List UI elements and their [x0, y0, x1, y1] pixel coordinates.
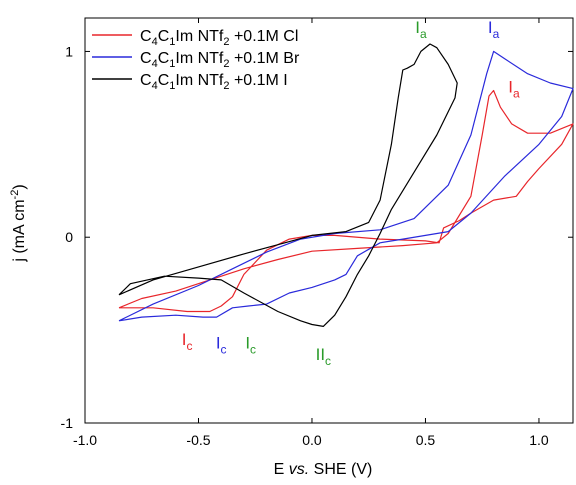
peak-label: Ic [182, 330, 193, 353]
peak-label: Ia [508, 77, 520, 100]
series-line-i [118, 43, 458, 327]
peak-label: Ia [415, 18, 427, 41]
x-tick-label: 1.0 [529, 432, 549, 448]
peak-label: Ia [488, 18, 500, 41]
series-group [118, 43, 574, 327]
legend-label: C4C1Im NTf2 +0.1M Br [140, 50, 300, 70]
legend-label: C4C1Im NTf2 +0.1M I [140, 72, 288, 92]
x-tick-label: -0.5 [186, 432, 210, 448]
peak-annotations: Ia Ia Ia Ic Ic Ic IIc [182, 18, 520, 368]
y-tick-label: -1 [61, 415, 74, 431]
series-line-br [118, 50, 574, 322]
peak-label: IIc [316, 345, 331, 368]
peak-label: Ic [245, 334, 256, 357]
x-axis-title: E vs. SHE (V) [274, 461, 373, 478]
peak-label: Ic [216, 334, 227, 357]
x-tick-label: 0.5 [416, 432, 436, 448]
series-line-cl [118, 89, 574, 313]
plot-area [84, 17, 574, 424]
y-tick-label: 1 [65, 43, 73, 59]
x-tick-label: -1.0 [73, 432, 97, 448]
legend-label: C4C1Im NTf2 +0.1M Cl [140, 28, 298, 48]
y-axis-ticks: -1 0 1 [61, 43, 573, 431]
y-axis-title: j (mA cm-2) [9, 184, 28, 262]
x-tick-label: 0.0 [302, 432, 322, 448]
y-tick-label: 0 [65, 229, 73, 245]
x-axis-ticks: -1.0 -0.5 0.0 0.5 1.0 [73, 18, 549, 448]
